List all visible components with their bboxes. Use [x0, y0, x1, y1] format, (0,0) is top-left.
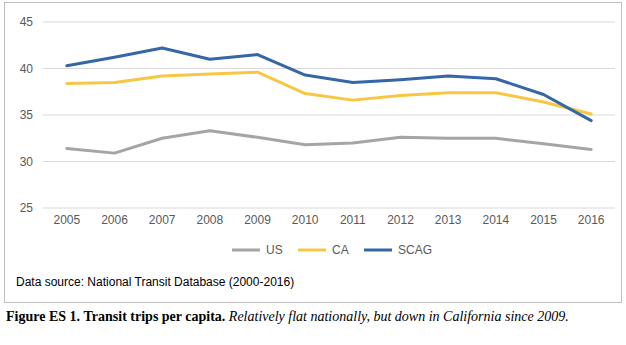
grid-line: [43, 22, 615, 23]
x-tick-label: 2011: [340, 213, 366, 227]
x-tick-label: 2008: [196, 213, 223, 227]
x-tick-label: 2014: [482, 213, 509, 227]
y-tick-label: 45: [20, 15, 34, 29]
x-tick-label: 2012: [387, 213, 414, 227]
y-tick-label: 40: [20, 62, 34, 76]
grid-line: [43, 115, 615, 116]
y-tick-label: 35: [20, 108, 34, 122]
legend-label: SCAG: [398, 243, 432, 257]
x-tick-label: 2010: [292, 213, 319, 227]
legend-swatch: [364, 249, 392, 252]
grid-line: [43, 161, 615, 162]
y-tick-label: 30: [20, 155, 34, 169]
x-tick-label: 2007: [149, 213, 176, 227]
legend: US CA SCAG: [232, 243, 432, 257]
series-line: [67, 131, 591, 153]
caption: Figure ES 1. Transit trips per capita. R…: [6, 308, 620, 325]
grid-line: [43, 208, 615, 209]
chart-frame: [5, 3, 622, 303]
x-tick-label: 2005: [53, 213, 80, 227]
y-tick-label: 25: [20, 201, 34, 215]
title: Transit trips per capita.: [84, 309, 226, 324]
x-tick-label: 2009: [244, 213, 271, 227]
legend-label: CA: [332, 243, 349, 257]
figure-label: Figure ES 1.: [6, 309, 80, 324]
x-tick-label: 2015: [530, 213, 557, 227]
x-tick-label: 2016: [578, 213, 605, 227]
series-line: [67, 48, 591, 121]
source-note: Data source: National Transit Database (…: [16, 275, 294, 289]
series-group: [67, 48, 591, 153]
legend-label: US: [266, 243, 283, 257]
x-tick-label: 2013: [435, 213, 462, 227]
legend-swatch: [232, 249, 260, 252]
grid-line: [43, 68, 615, 69]
x-tick-label: 2006: [101, 213, 128, 227]
subtitle: Relatively flat nationally, but down in …: [229, 309, 569, 324]
legend-swatch: [298, 249, 326, 252]
